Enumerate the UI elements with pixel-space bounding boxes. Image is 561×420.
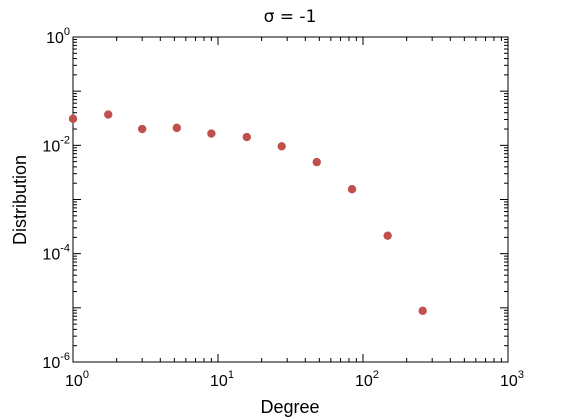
y-axis-label: Distribution	[10, 155, 30, 245]
data-point	[68, 114, 78, 123]
data-point	[172, 123, 182, 133]
y-tick-label: 10-2	[42, 134, 70, 155]
y-tick-label: 10-6	[42, 351, 70, 372]
x-tick-label: 100	[65, 369, 89, 390]
data-point	[207, 129, 216, 138]
data-point	[347, 184, 357, 194]
data-point	[383, 231, 392, 240]
x-tick-label: 101	[210, 369, 234, 390]
plot-frame	[72, 36, 509, 363]
x-tick-label: 103	[500, 369, 524, 390]
y-tick-label: 100	[46, 26, 70, 47]
x-tick-labels: 100 101 102 103	[65, 369, 524, 390]
axis-ticks	[72, 36, 509, 363]
x-axis-label: Degree	[260, 397, 319, 417]
data-point	[104, 110, 113, 119]
data-point	[242, 132, 252, 142]
data-point	[137, 124, 147, 134]
data-point	[312, 157, 321, 167]
data-points	[68, 110, 427, 316]
y-tick-labels: 100 10-2 10-4 10-6	[42, 26, 70, 372]
chart-title: σ = -1	[264, 7, 317, 27]
data-point	[418, 306, 427, 316]
data-point	[277, 142, 286, 151]
x-tick-label: 102	[355, 369, 379, 390]
y-tick-label: 10-4	[42, 243, 70, 264]
